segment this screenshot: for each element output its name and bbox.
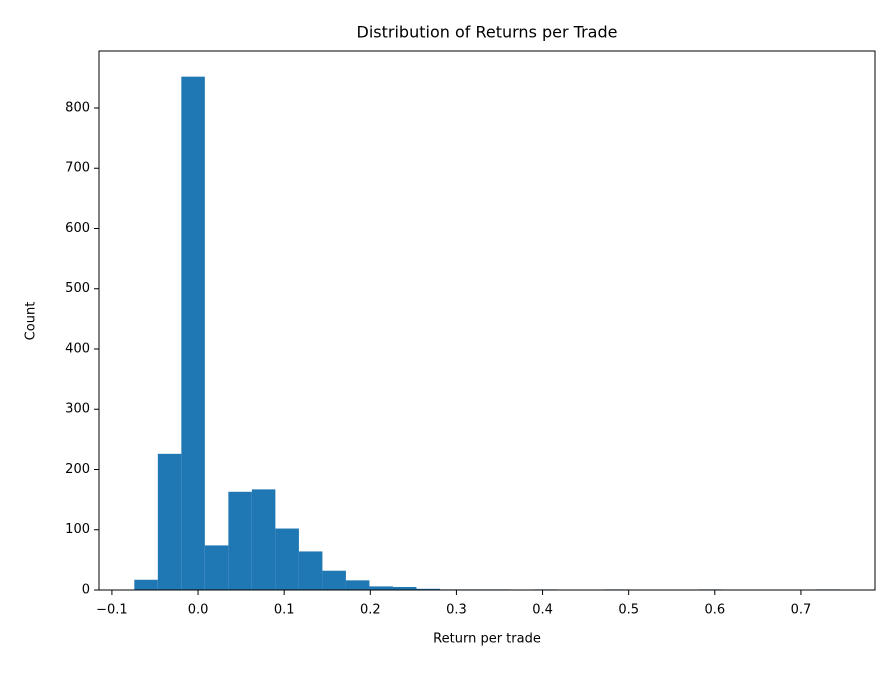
x-tick-label: −0.1 [96, 603, 128, 618]
y-tick-label: 700 [65, 161, 90, 176]
y-tick-label: 200 [65, 462, 90, 477]
bar [157, 453, 182, 590]
y-tick-label: 400 [65, 341, 90, 356]
plot-frame [98, 50, 876, 591]
bar [181, 76, 205, 590]
y-tick-label: 300 [65, 402, 90, 417]
chart-title: Distribution of Returns per Trade [357, 23, 618, 42]
bar [369, 586, 393, 590]
y-tick-label: 0 [82, 583, 90, 598]
bar [228, 491, 252, 590]
bar [275, 528, 299, 590]
bar [345, 580, 370, 590]
bar [251, 489, 276, 590]
bar [204, 545, 229, 590]
x-tick-label: 0.7 [791, 603, 812, 618]
x-tick-label: 0.6 [704, 603, 725, 618]
y-tick-label: 800 [65, 100, 90, 115]
bar [322, 570, 346, 590]
x-axis-label: Return per trade [433, 632, 541, 647]
x-tick-label: 0.3 [446, 603, 467, 618]
y-tick-label: 100 [65, 522, 90, 537]
bar [134, 579, 158, 590]
y-tick-label: 600 [65, 221, 90, 236]
bar [392, 586, 417, 590]
x-tick-label: 0.4 [532, 603, 553, 618]
bar [416, 588, 440, 590]
x-tick-label: 0.1 [274, 603, 295, 618]
bar [298, 551, 323, 590]
y-axis-label: Count [24, 302, 39, 341]
x-tick-label: 0.5 [618, 603, 639, 618]
x-tick-label: 0.0 [188, 603, 209, 618]
y-tick-label: 500 [65, 281, 90, 296]
x-tick-label: 0.2 [360, 603, 381, 618]
